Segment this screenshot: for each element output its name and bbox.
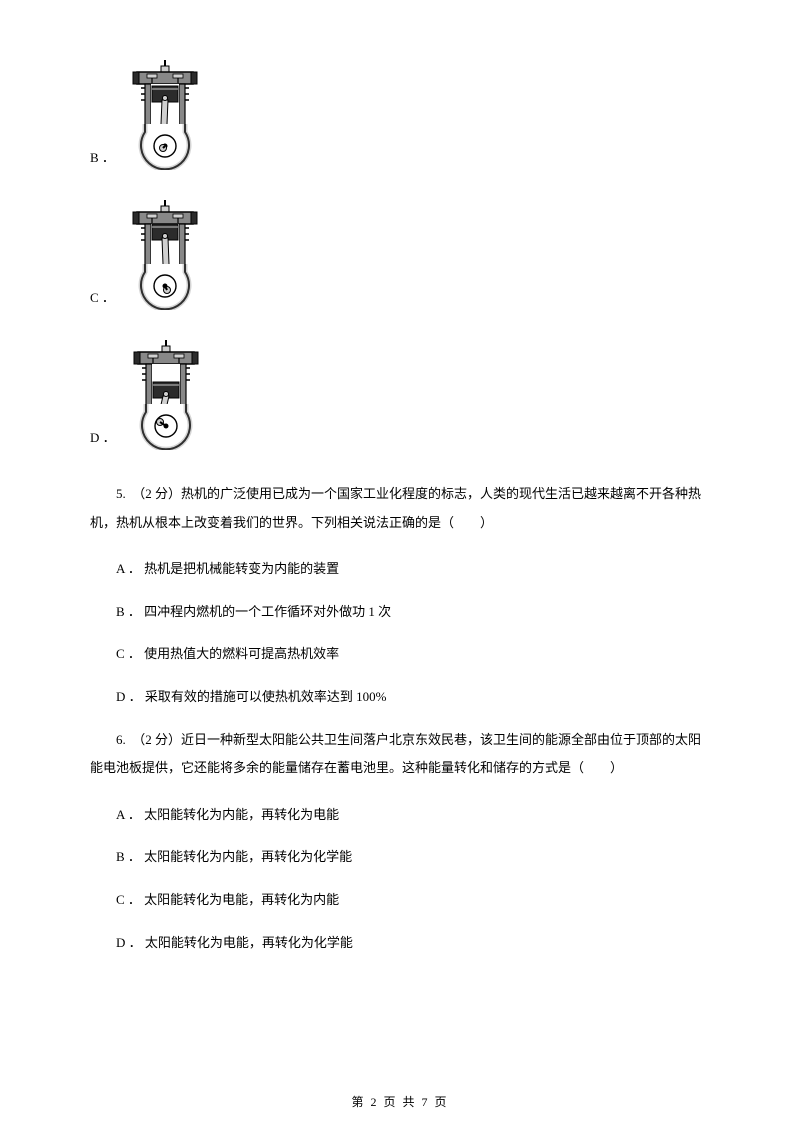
q6-option-b: B ． 太阳能转化为内能，再转化为化学能 xyxy=(90,843,710,872)
q5-option-c: C ． 使用热值大的燃料可提高热机效率 xyxy=(90,640,710,669)
option-c-label: C ． xyxy=(90,287,115,310)
q5-option-a: A ． 热机是把机械能转变为内能的装置 xyxy=(90,555,710,584)
q5-option-d: D ． 采取有效的措施可以使热机效率达到 100% xyxy=(90,683,710,712)
option-d-row: D ． xyxy=(90,340,710,450)
q5-option-b: B ． 四冲程内燃机的一个工作循环对外做功 1 次 xyxy=(90,598,710,627)
engine-diagram-b xyxy=(123,60,208,170)
option-c-row: C ． xyxy=(90,200,710,310)
q6-option-d: D ． 太阳能转化为电能，再转化为化学能 xyxy=(90,929,710,958)
q6-option-a: A ． 太阳能转化为内能，再转化为电能 xyxy=(90,801,710,830)
q6-option-c: C ． 太阳能转化为电能，再转化为内能 xyxy=(90,886,710,915)
engine-diagram-c xyxy=(123,200,208,310)
page-footer: 第 2 页 共 7 页 xyxy=(0,1093,800,1110)
option-d-label: D ． xyxy=(90,427,116,450)
option-b-row: B ． xyxy=(90,60,710,170)
q6-stem: 6. （2 分）近日一种新型太阳能公共卫生间落户北京东效民巷，该卫生间的能源全部… xyxy=(90,726,710,783)
option-b-label: B ． xyxy=(90,147,115,170)
q5-stem: 5. （2 分）热机的广泛使用已成为一个国家工业化程度的标志，人类的现代生活已越… xyxy=(90,480,710,537)
engine-diagram-d xyxy=(124,340,209,450)
